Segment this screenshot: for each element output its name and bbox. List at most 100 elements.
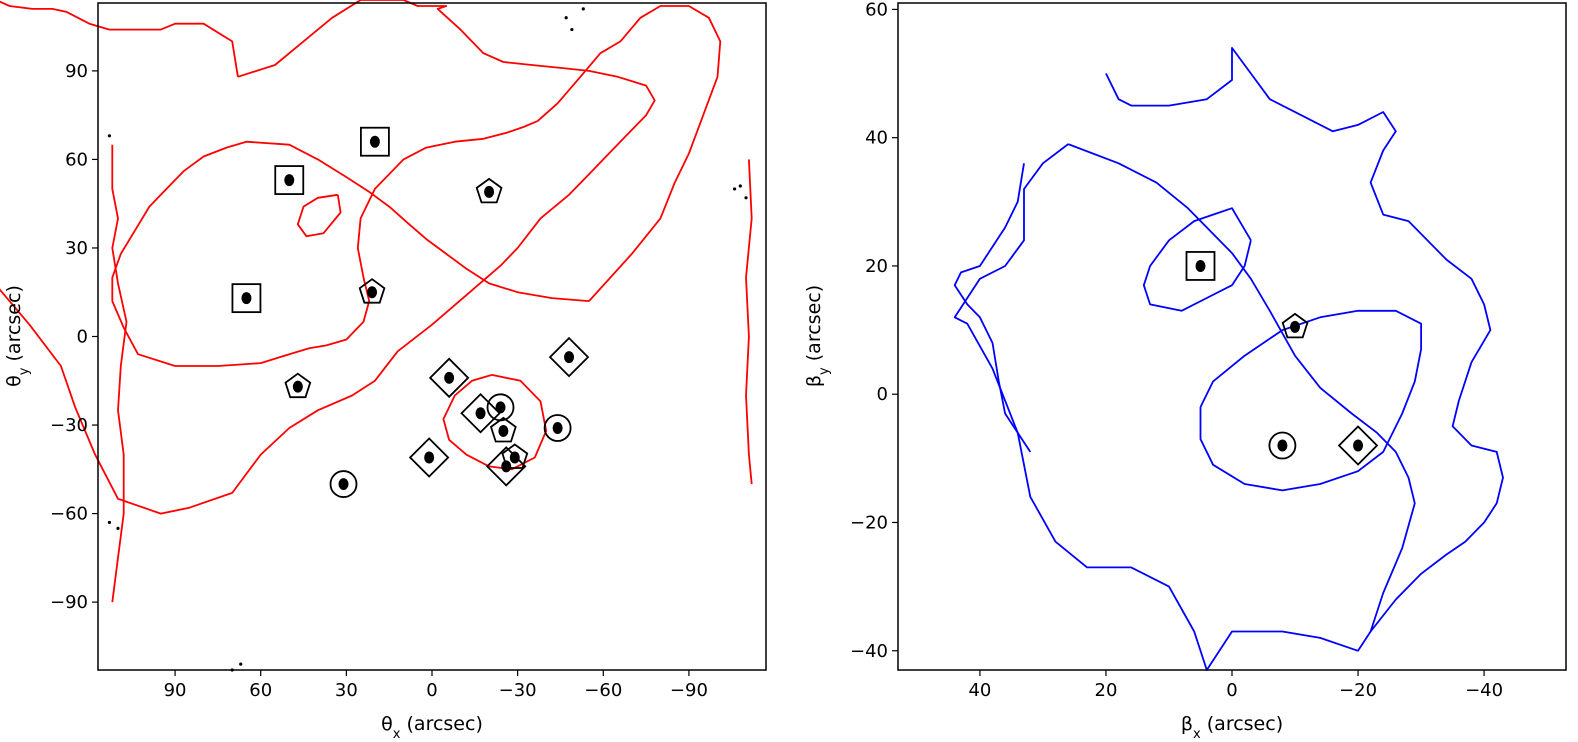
curve-top-cusps: [1105, 47, 1422, 235]
curve-small-left: [296, 193, 342, 238]
y-tick-label: 60: [65, 149, 88, 170]
y-tick-label: 90: [65, 61, 88, 82]
marker-circle: [486, 393, 515, 422]
image-blob: [241, 292, 252, 305]
diamond-marker: [485, 446, 527, 487]
image-blob: [564, 351, 575, 364]
image-blob: [1277, 439, 1288, 452]
curve-right-edge: [745, 159, 753, 485]
image-markers: [231, 126, 590, 498]
image-blob: [1195, 259, 1206, 272]
x-axis-ticks: 90 60 30 0 −30 −60 −90: [164, 670, 708, 701]
x-tick-label: 40: [968, 680, 991, 701]
marker-circle: [1268, 431, 1297, 460]
stray-point: [564, 16, 568, 20]
marker-pentagon: [1281, 312, 1309, 339]
image-blob: [369, 135, 380, 148]
curve-left-edge: [111, 144, 128, 603]
stray-points: [107, 7, 748, 672]
curve-right-cusps: [1369, 233, 1504, 633]
image-blob: [475, 407, 486, 420]
circle-marker: [1268, 431, 1297, 460]
x-tick-label: −60: [584, 680, 622, 701]
pentagon-marker: [284, 372, 312, 399]
marker-diamond: [1337, 425, 1379, 466]
stray-point: [107, 134, 112, 138]
square-marker: [274, 165, 305, 195]
diamond-marker: [408, 437, 450, 478]
plot-frame: [897, 2, 1567, 671]
stray-point: [732, 187, 737, 191]
diamond-marker: [428, 357, 470, 399]
image-blob: [484, 185, 495, 198]
marker-diamond: [408, 437, 450, 478]
marker-square: [360, 126, 390, 157]
curve-outer: [0, 0, 656, 515]
pentagon-marker: [1281, 312, 1309, 339]
source-plane-panel: 40 20 0 −20 −40 60 40 20 0 −20 −40 βx (arcsec) βy…: [803, 0, 1567, 742]
x-tick-label: −40: [1465, 680, 1503, 701]
marker-diamond: [460, 392, 501, 434]
marker-circle: [329, 470, 358, 498]
stray-point: [738, 184, 742, 188]
x-axis-label: θx (arcsec): [381, 713, 483, 742]
curve-inner: [111, 5, 722, 367]
stray-point: [239, 662, 243, 666]
y-tick-label: −30: [50, 415, 88, 436]
pentagon-marker: [475, 177, 503, 204]
marker-diamond: [548, 336, 590, 378]
marker-circle: [543, 414, 572, 442]
plot-frame: [97, 2, 767, 671]
marker-square: [274, 165, 305, 195]
y-tick-label: 0: [877, 384, 888, 405]
square-marker: [231, 283, 262, 314]
marker-diamond: [428, 357, 470, 399]
y-tick-label: 40: [865, 128, 888, 149]
marker-pentagon: [475, 177, 503, 204]
y-tick-label: 30: [65, 238, 88, 259]
y-axis-label: θy (arcsec): [3, 285, 32, 387]
y-tick-label: −40: [850, 641, 888, 662]
marker-diamond: [485, 446, 527, 487]
diamond-marker: [1337, 425, 1379, 466]
source-markers: [1185, 251, 1379, 466]
marker-pentagon: [358, 278, 386, 304]
x-tick-label: 60: [249, 680, 272, 701]
image-blob: [1353, 439, 1364, 452]
x-axis-ticks: 40 20 0 −20 −40: [968, 670, 1503, 701]
image-blob: [338, 478, 349, 491]
stray-point: [570, 27, 574, 32]
curve-ellipse: [1199, 309, 1422, 492]
x-axis-label: βx (arcsec): [1181, 713, 1283, 742]
stray-point: [581, 7, 585, 11]
x-tick-label: 30: [335, 680, 358, 701]
x-tick-label: −30: [499, 680, 537, 701]
image-blob: [1290, 320, 1301, 333]
caustic-curves: [953, 47, 1504, 671]
circle-marker: [543, 414, 572, 442]
y-axis-ticks: 90 60 30 0 −30 −60 −90: [50, 61, 98, 613]
image-blob: [444, 371, 455, 384]
image-blob: [284, 174, 295, 187]
diamond-marker: [460, 392, 501, 434]
stray-point: [107, 520, 112, 525]
x-tick-label: 0: [426, 680, 437, 701]
circle-marker: [329, 470, 358, 498]
curve-inner-diamond: [1142, 207, 1252, 312]
critical-curves: [0, 0, 753, 603]
y-tick-label: 0: [77, 327, 88, 348]
circle-marker: [486, 393, 515, 422]
y-axis-label: βy (arcsec): [803, 285, 832, 387]
marker-square: [1185, 251, 1216, 281]
image-blob: [501, 460, 512, 473]
curve-left-cusps: [953, 163, 1032, 453]
image-plane-panel: 90 60 30 0 −30 −60 −90 90 60 30 0 −30 −60 −90 θx (ar…: [0, 0, 767, 742]
image-blob: [495, 401, 506, 414]
x-tick-label: −20: [1339, 680, 1377, 701]
image-blob: [424, 451, 435, 464]
image-blob: [367, 286, 378, 299]
x-tick-label: 20: [1095, 680, 1118, 701]
y-tick-label: 60: [865, 0, 888, 20]
pentagon-marker: [501, 443, 529, 469]
